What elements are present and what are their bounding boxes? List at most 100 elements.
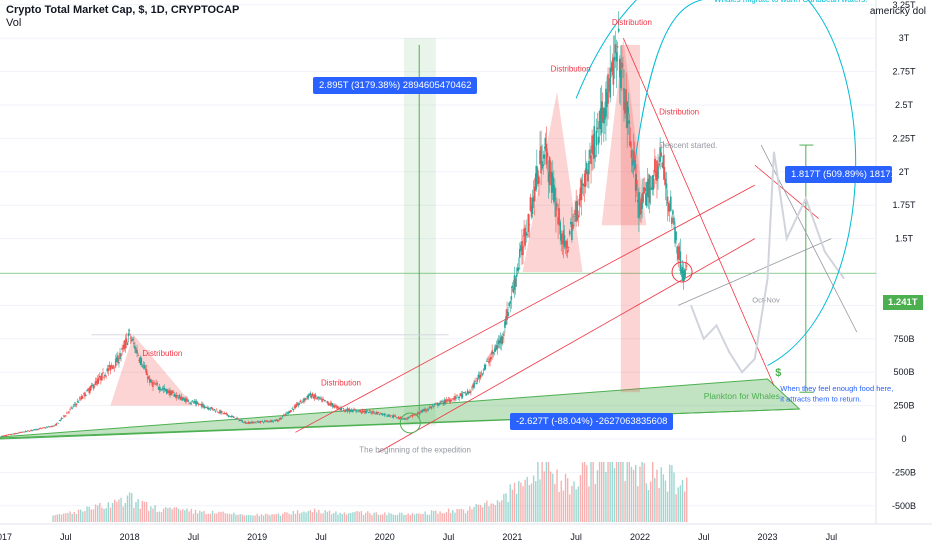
candle-body bbox=[380, 413, 383, 415]
candle-body bbox=[545, 143, 548, 165]
candle-body bbox=[516, 267, 519, 272]
volume-bar bbox=[660, 467, 662, 522]
candle-body bbox=[665, 183, 668, 189]
distribution-zone bbox=[110, 334, 194, 406]
candle-body bbox=[170, 390, 172, 396]
volume-bar bbox=[118, 499, 120, 522]
candle-body bbox=[337, 406, 339, 409]
candle-body bbox=[458, 396, 461, 399]
candle-body bbox=[265, 420, 268, 422]
candle-body bbox=[150, 379, 152, 383]
candle-body bbox=[404, 418, 406, 420]
candle-body bbox=[162, 388, 165, 390]
candle-body bbox=[562, 230, 565, 245]
candle-body bbox=[36, 428, 38, 430]
volume-bar bbox=[524, 479, 526, 522]
candle-body bbox=[141, 366, 144, 368]
candle-body bbox=[241, 420, 244, 423]
volume-bar bbox=[305, 512, 307, 522]
volume-bar bbox=[224, 513, 226, 522]
candle-body bbox=[166, 388, 168, 394]
volume-bar bbox=[558, 491, 560, 522]
candle-body bbox=[145, 369, 148, 375]
candle-body bbox=[7, 434, 10, 436]
currency-label[interactable]: americký dol bbox=[869, 6, 926, 17]
candle-body bbox=[477, 374, 480, 377]
candle-body bbox=[436, 403, 438, 405]
volume-bar bbox=[271, 514, 273, 522]
candle-body bbox=[423, 409, 425, 411]
candle-body bbox=[295, 403, 298, 407]
candle-body bbox=[146, 377, 149, 379]
volume-bar bbox=[103, 509, 105, 522]
candle-body bbox=[419, 413, 421, 415]
volume-bar bbox=[292, 510, 295, 522]
volume-bar bbox=[420, 514, 422, 522]
candle-body bbox=[67, 412, 69, 414]
candle-body bbox=[179, 397, 182, 400]
candle-body bbox=[445, 399, 448, 402]
candle-body bbox=[675, 231, 677, 241]
volume-bar bbox=[96, 505, 99, 522]
candle-body bbox=[431, 405, 434, 407]
candle-body bbox=[491, 350, 493, 355]
candle-body bbox=[320, 397, 322, 399]
volume-bar bbox=[583, 462, 586, 522]
volume-bar bbox=[282, 513, 284, 522]
volume-bar bbox=[356, 510, 358, 522]
candle-body bbox=[559, 221, 562, 235]
volume-bar bbox=[579, 475, 582, 522]
candle-body bbox=[382, 413, 385, 415]
candle-body bbox=[659, 147, 661, 162]
candle-body bbox=[255, 422, 257, 424]
candle-body bbox=[617, 28, 620, 32]
candle-body bbox=[280, 417, 283, 420]
candle-body bbox=[645, 193, 648, 206]
volume-bar bbox=[307, 511, 309, 522]
candle-body bbox=[284, 414, 286, 416]
volume-bar bbox=[92, 509, 95, 522]
volume-indicator-label[interactable]: Vol bbox=[6, 17, 22, 29]
volume-bar bbox=[426, 514, 429, 522]
candle-body bbox=[363, 410, 366, 413]
candle-body bbox=[482, 369, 485, 371]
volume-bar bbox=[262, 515, 265, 522]
candle-body bbox=[385, 414, 387, 415]
descent-label: Descent started. bbox=[659, 141, 717, 150]
volume-bar bbox=[188, 511, 190, 522]
candle-body bbox=[296, 403, 299, 406]
volume-bar bbox=[398, 512, 401, 522]
candle-body bbox=[64, 415, 67, 417]
volume-bar bbox=[643, 463, 645, 522]
volume-bar bbox=[73, 512, 76, 522]
candle-body bbox=[77, 402, 80, 403]
candle-body bbox=[541, 161, 543, 169]
candle-body bbox=[274, 419, 277, 422]
candle-body bbox=[113, 366, 116, 368]
candle-body bbox=[168, 390, 170, 394]
volume-bar bbox=[586, 465, 588, 522]
candle-body bbox=[334, 405, 336, 408]
candle-body bbox=[35, 429, 37, 431]
volume-bar bbox=[575, 489, 577, 522]
candle-body bbox=[319, 398, 321, 400]
volume-bar bbox=[409, 515, 411, 522]
candle-body bbox=[219, 410, 221, 413]
y-tick-label: -250B bbox=[892, 467, 916, 477]
candle-body bbox=[136, 350, 138, 354]
candle-body bbox=[437, 402, 439, 406]
volume-bar bbox=[145, 501, 148, 522]
candle-body bbox=[203, 405, 205, 408]
candle-body bbox=[247, 421, 250, 424]
volume-bar bbox=[107, 502, 110, 522]
volume-bar bbox=[488, 506, 490, 522]
candle-body bbox=[503, 333, 505, 336]
candle-body bbox=[4, 435, 6, 437]
candle-body bbox=[156, 383, 159, 385]
candle-body bbox=[369, 410, 371, 411]
candle-body bbox=[561, 240, 564, 244]
x-tick-label: 2019 bbox=[247, 532, 267, 542]
candle-body bbox=[547, 172, 550, 183]
volume-bar bbox=[316, 512, 318, 522]
volume-bar bbox=[267, 514, 269, 522]
